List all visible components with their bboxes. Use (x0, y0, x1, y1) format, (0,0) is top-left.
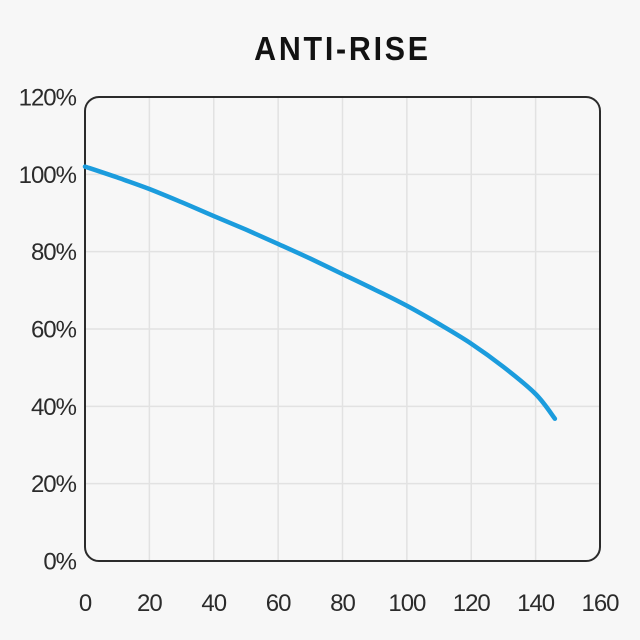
x-tick-label: 120 (453, 590, 491, 617)
y-tick-label: 0% (43, 549, 76, 576)
x-tick-label: 160 (581, 590, 619, 617)
y-tick-label: 120% (19, 85, 77, 112)
x-tick-label: 0 (79, 590, 92, 617)
chart-title: ANTI-RISE (254, 30, 431, 67)
x-tick-label: 80 (330, 590, 355, 617)
y-tick-label: 40% (31, 394, 77, 421)
y-tick-label: 100% (19, 162, 77, 189)
y-tick-label: 60% (31, 317, 77, 344)
x-tick-label: 40 (201, 590, 226, 617)
x-tick-label: 100 (388, 590, 426, 617)
x-tick-label: 140 (517, 590, 555, 617)
x-tick-label: 60 (266, 590, 291, 617)
anti-rise-curve (82, 164, 558, 421)
y-tick-label: 80% (31, 239, 77, 266)
y-tick-label: 20% (31, 471, 77, 498)
x-tick-label: 20 (137, 590, 162, 617)
plot-border (84, 96, 601, 562)
